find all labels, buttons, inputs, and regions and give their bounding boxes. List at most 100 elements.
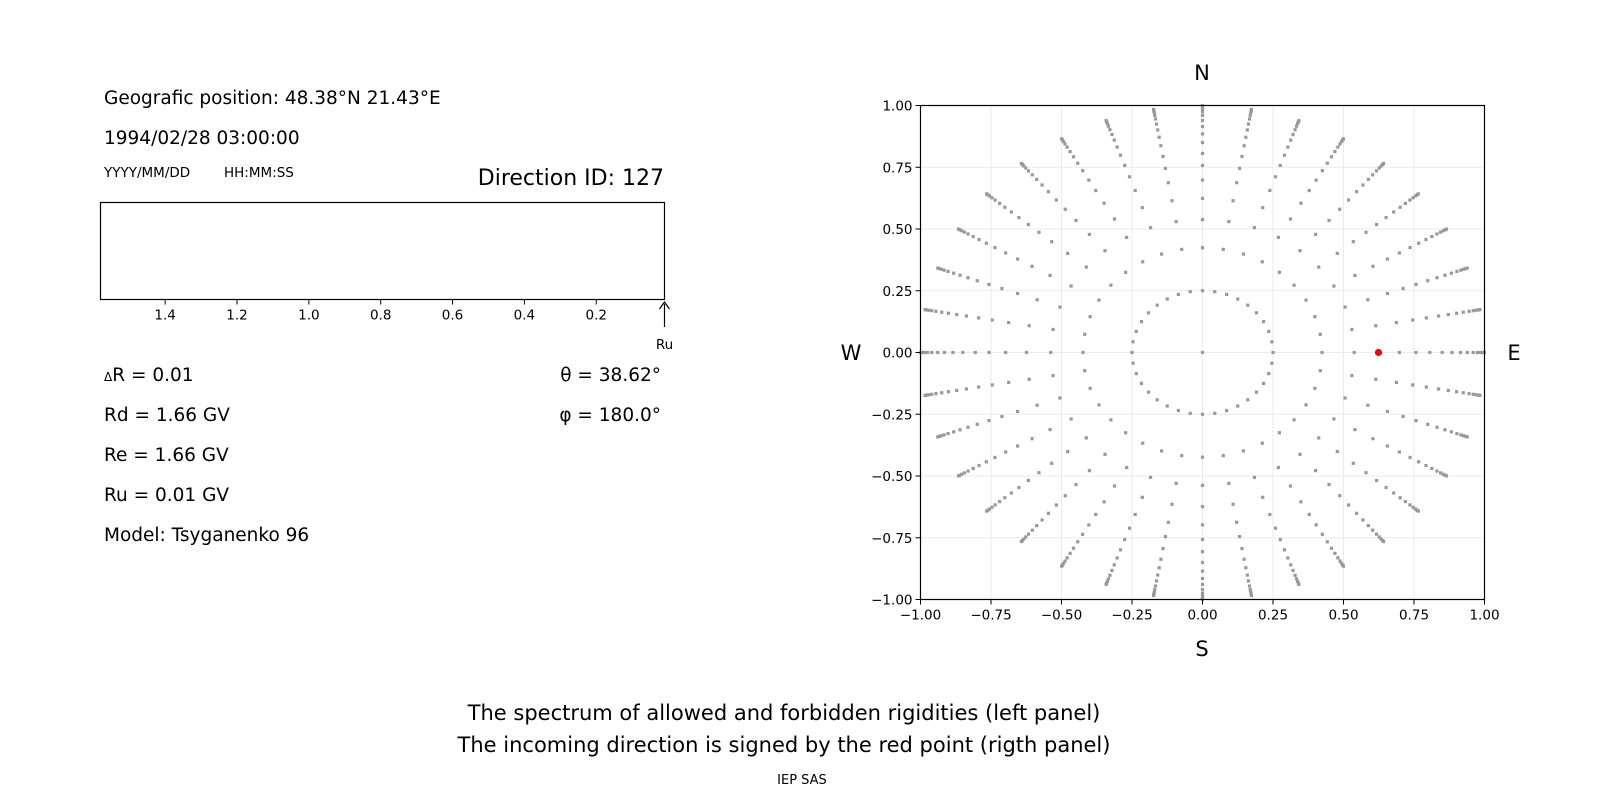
direction-point — [1049, 350, 1053, 355]
direction-point — [958, 273, 962, 277]
y-tick-label: −0.25 — [871, 407, 912, 423]
direction-point — [1336, 145, 1340, 149]
direction-point — [1087, 178, 1091, 182]
direction-point — [1231, 502, 1235, 506]
direction-point — [1333, 551, 1337, 555]
delta-r-text: R = 0.01 — [112, 365, 193, 386]
direction-point — [940, 310, 944, 314]
direction-point — [1130, 350, 1134, 355]
direction-point — [1385, 409, 1390, 414]
direction-point — [1058, 305, 1062, 309]
direction-point — [1354, 190, 1359, 194]
direction-point — [987, 194, 992, 198]
direction-point — [1375, 478, 1379, 483]
direction-point — [1030, 528, 1034, 532]
direction-point — [1127, 526, 1132, 530]
direction-point — [1140, 206, 1144, 210]
direction-point — [936, 435, 940, 439]
direction-point — [1261, 495, 1265, 499]
direction-point — [1320, 169, 1324, 173]
direction-point — [1200, 246, 1205, 250]
direction-point — [1397, 450, 1401, 454]
direction-point — [1200, 576, 1205, 581]
direction-point — [1035, 177, 1039, 181]
direction-point — [1131, 340, 1135, 344]
direction-point — [1165, 404, 1169, 408]
direction-point — [990, 196, 994, 200]
direction-point — [1254, 390, 1259, 394]
direction-point — [1084, 436, 1088, 440]
direction-point — [1200, 483, 1205, 487]
direction-point — [1176, 292, 1180, 297]
direction-point — [1435, 276, 1439, 280]
direction-point — [1112, 217, 1117, 221]
direction-point — [1074, 482, 1078, 487]
direction-point — [1074, 218, 1078, 223]
direction-point — [1270, 340, 1274, 344]
direction-point — [923, 393, 927, 397]
direction-point — [1200, 163, 1205, 168]
direction-point — [1338, 494, 1342, 498]
direction-point — [1066, 449, 1070, 454]
direction-point — [1411, 505, 1415, 509]
direction-point — [1314, 178, 1318, 182]
direction-point — [1131, 361, 1135, 365]
direction-point — [1166, 181, 1170, 185]
direction-point — [1333, 150, 1337, 154]
direction-point — [1462, 434, 1466, 438]
direction-point — [1061, 139, 1066, 144]
direction-point — [987, 282, 991, 287]
direction-point — [1060, 564, 1064, 568]
direction-point — [1016, 444, 1020, 448]
direction-point — [1288, 484, 1293, 488]
direction-point — [1289, 138, 1293, 142]
direction-point — [1317, 265, 1321, 269]
direction-point — [1276, 235, 1280, 240]
direction-point — [1152, 111, 1156, 115]
direction-point — [1231, 199, 1235, 203]
direction-point — [1385, 444, 1389, 448]
direction-point — [1374, 377, 1378, 381]
direction-point — [1115, 556, 1119, 560]
direction-point — [1237, 535, 1242, 539]
direction-point — [990, 383, 994, 387]
direction-point — [1200, 124, 1205, 129]
direction-point — [966, 276, 970, 280]
direction-point — [1180, 454, 1184, 458]
direction-point — [1444, 227, 1449, 231]
direction-point — [1443, 428, 1447, 432]
direction-point — [1462, 267, 1466, 271]
direction-point — [1384, 485, 1388, 490]
direction-point — [1247, 584, 1252, 588]
direction-point — [962, 471, 966, 475]
direction-point — [1236, 297, 1240, 301]
direction-point — [1069, 417, 1073, 421]
direction-point — [1046, 190, 1051, 194]
direction-point — [1449, 430, 1453, 434]
direction-point — [1455, 311, 1459, 315]
direction-point — [1124, 270, 1128, 274]
direction-point — [1118, 548, 1123, 552]
credit-label: IEP SAS — [777, 773, 827, 788]
direction-point — [1019, 161, 1024, 166]
direction-point — [1424, 463, 1428, 468]
direction-point — [1455, 269, 1459, 274]
direction-point — [1295, 122, 1300, 126]
direction-point — [1248, 588, 1252, 592]
direction-point — [1366, 524, 1370, 528]
direction-point — [1174, 481, 1178, 485]
x-tick-label: 0.75 — [1399, 608, 1429, 624]
direction-point — [1087, 523, 1091, 527]
direction-point — [1017, 215, 1021, 220]
direction-point — [1292, 418, 1296, 422]
direction-point — [1063, 142, 1067, 146]
x-tick-label: 1.00 — [1469, 608, 1499, 624]
direction-point — [1068, 150, 1072, 154]
direction-point — [1314, 232, 1318, 237]
direction-point — [1007, 380, 1011, 385]
direction-point — [1050, 240, 1054, 244]
direction-point — [1027, 324, 1031, 328]
direction-point — [1112, 484, 1117, 488]
direction-point — [1221, 454, 1225, 458]
direction-point — [1278, 537, 1282, 542]
